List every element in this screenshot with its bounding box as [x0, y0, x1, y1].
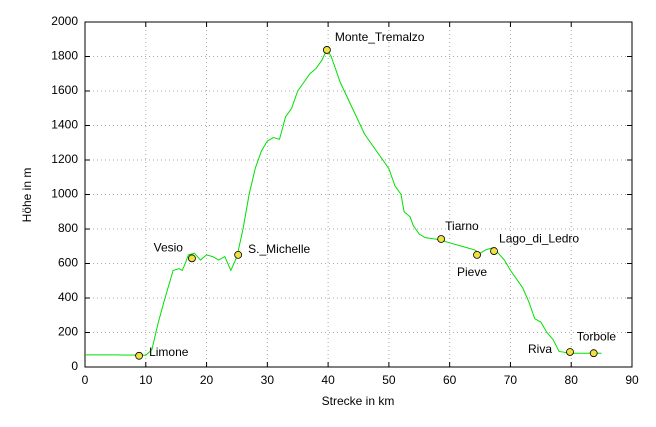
y-tick-label: 0	[71, 359, 78, 373]
y-tick-label: 200	[58, 325, 78, 339]
waypoint	[566, 348, 574, 356]
waypoint	[437, 235, 446, 243]
plot-frame	[84, 21, 633, 368]
waypoint-label: Monte_Tremalzo	[335, 30, 425, 44]
x-tick-label: 20	[200, 373, 214, 387]
waypoint	[589, 349, 598, 358]
waypoint	[135, 351, 143, 360]
x-tick-label: 90	[625, 373, 639, 387]
waypoint-label: Torbole	[577, 329, 617, 343]
x-tick-label: 10	[139, 373, 153, 387]
y-tick-label: 1600	[51, 83, 78, 97]
waypoint	[188, 254, 196, 263]
waypoint-label: Pieve	[457, 265, 487, 279]
x-tick-label: 0	[82, 373, 89, 387]
y-tick-label: 1800	[51, 49, 78, 63]
x-tick-label: 30	[261, 373, 275, 387]
waypoint-label: Lago_di_Ledro	[499, 231, 579, 245]
y-tick-label: 400	[58, 290, 78, 304]
waypoint-label: Vesio	[154, 240, 184, 254]
y-tick-label: 1000	[51, 187, 78, 201]
waypoint	[490, 247, 498, 255]
waypoint	[234, 250, 243, 259]
y-axis-label: Höhe in m	[20, 168, 34, 223]
waypoint-label: S._Michelle	[248, 242, 310, 256]
elevation-line	[85, 48, 602, 356]
y-tick-label: 1200	[51, 152, 78, 166]
y-tick-label: 1400	[51, 118, 78, 132]
x-tick-label: 80	[565, 373, 579, 387]
waypoint	[473, 250, 481, 259]
x-tick-label: 60	[443, 373, 457, 387]
waypoint-label: Riva	[528, 342, 552, 356]
y-tick-label: 2000	[51, 14, 78, 28]
y-tick-label: 600	[58, 256, 78, 270]
waypoint-label: Tiarno	[445, 219, 479, 233]
x-tick-label: 70	[504, 373, 518, 387]
waypoint-label: Limone	[149, 345, 189, 359]
waypoint	[322, 46, 331, 54]
x-axis-label: Strecke in km	[322, 394, 395, 408]
y-tick-label: 800	[58, 221, 78, 235]
x-tick-label: 50	[382, 373, 396, 387]
x-tick-label: 40	[321, 373, 335, 387]
